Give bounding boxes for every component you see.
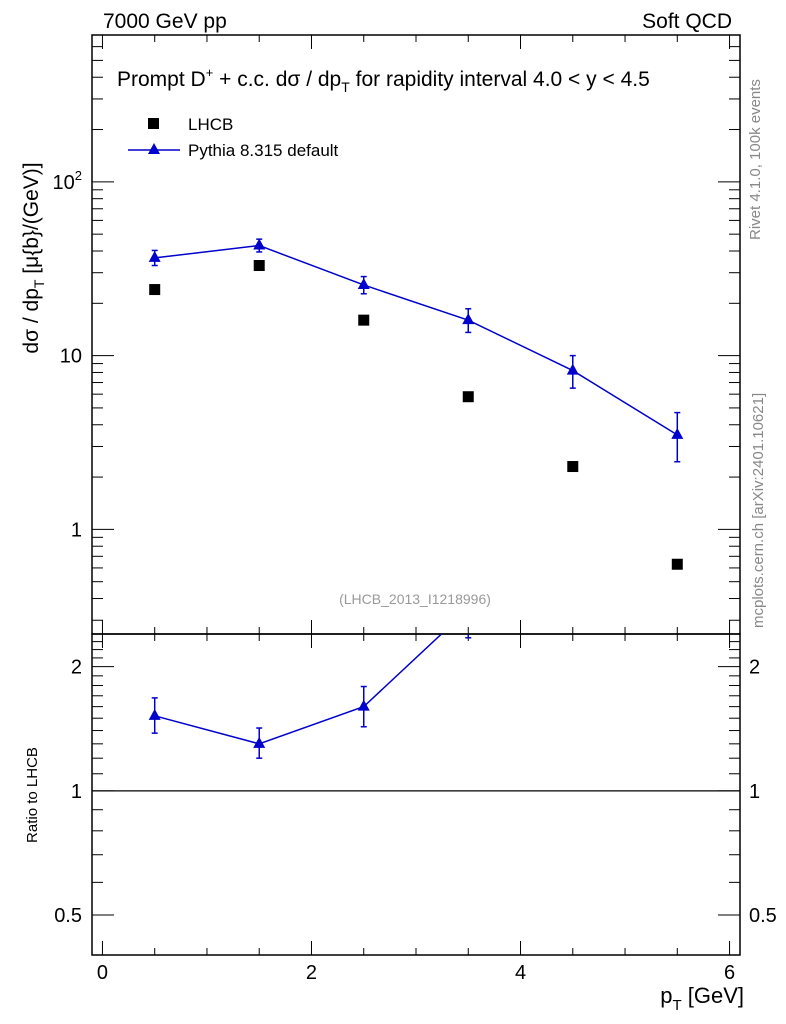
ratio-y-tick-label-left: 1	[71, 781, 82, 803]
ratio-y-tick-label-right: 2	[749, 657, 760, 679]
lhcb-data-point	[462, 391, 474, 403]
header-category-label: Soft QCD	[642, 10, 732, 33]
pythia-data-point	[253, 238, 266, 250]
pythia-data-point	[462, 313, 475, 325]
lhcb-data-point	[671, 558, 683, 570]
main-title: Prompt D+ + c.c. dσ / dpT for rapidity i…	[117, 65, 650, 95]
legend-lhcb-marker	[148, 118, 159, 129]
legend-pythia-label: Pythia 8.315 default	[188, 141, 339, 160]
x-axis-label: pT [GeV]	[660, 983, 744, 1014]
ratio-panel-frame	[91, 633, 741, 956]
ratio-y-tick-label-right: 0.5	[749, 905, 777, 927]
x-tick-label: 6	[724, 962, 735, 984]
pythia-series-line	[154, 244, 678, 436]
legend-pythia-marker	[148, 143, 160, 154]
ratio-y-tick-label-right: 1	[749, 781, 760, 803]
ratio-data-point	[671, 476, 683, 487]
ratio-data-point	[253, 736, 266, 748]
lhcb-data-point	[253, 260, 265, 272]
analysis-id-watermark: (LHCB_2013_I1218996)	[339, 591, 491, 607]
ratio-data-point	[357, 699, 370, 711]
lhcb-data-point	[358, 314, 370, 326]
pythia-data-point	[671, 427, 684, 439]
ratio-y-axis-label: Ratio to LHCB	[24, 747, 41, 843]
header-energy-label: 7000 GeV pp	[103, 10, 227, 33]
main-y-tick-label: 1	[71, 519, 82, 541]
mcplots-reference-label: mcplots.cern.ch [arXiv:2401.10621]	[750, 393, 767, 628]
lhcb-data-point	[149, 284, 161, 296]
main-y-tick-label: 102	[53, 168, 82, 194]
x-tick-label: 4	[515, 962, 526, 984]
lhcb-data-point	[567, 461, 579, 473]
data-marks	[148, 238, 684, 759]
plot-frames	[91, 34, 741, 956]
ratio-data-point	[148, 708, 161, 720]
main-y-axis-label: dσ / dpT [μ{b}/(GeV)]	[20, 162, 47, 353]
pythia-data-point	[148, 250, 161, 262]
axis-ticks: 0 2 4 6 1 10 102 0.5 0.5 1 1 2 2	[53, 34, 777, 984]
ratio-y-tick-label-left: 0.5	[54, 905, 82, 927]
x-tick-label: 0	[97, 962, 108, 984]
legend: LHCB Pythia 8.315 default	[128, 115, 339, 160]
ratio-data-point	[567, 556, 579, 567]
rivet-version-label: Rivet 4.1.0, 100k events	[747, 79, 764, 240]
ratio-series-group	[148, 476, 683, 759]
pythia-data-point	[566, 363, 579, 375]
x-tick-label: 2	[306, 962, 317, 984]
main-y-tick-label: 10	[60, 346, 82, 368]
ratio-y-tick-label-left: 2	[71, 657, 82, 679]
legend-lhcb-label: LHCB	[188, 115, 233, 134]
pythia-data-point	[357, 277, 370, 289]
ratio-series-line	[154, 634, 443, 745]
